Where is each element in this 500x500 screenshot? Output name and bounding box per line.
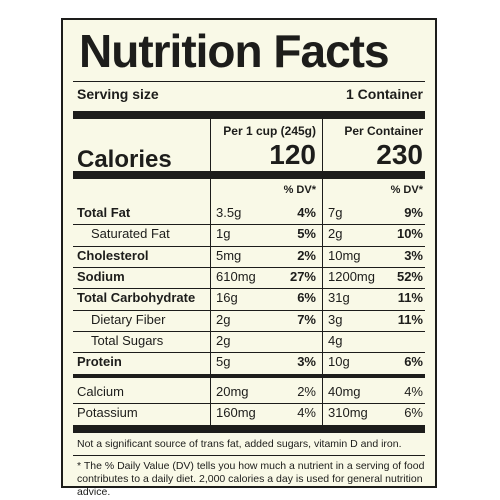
nutrient-name: Total Sugars bbox=[91, 332, 164, 348]
calories-per-container: 230 bbox=[376, 139, 423, 170]
amount-per-container: 3g bbox=[328, 311, 343, 327]
amount-per-cup: 20mg bbox=[216, 384, 249, 399]
row-divider bbox=[73, 245, 425, 247]
dv-per-cup: 2% bbox=[297, 384, 316, 399]
dv-per-cup: 3% bbox=[297, 354, 316, 370]
per-container-header: Per Container bbox=[344, 124, 423, 138]
thick-divider bbox=[73, 171, 425, 179]
amount-per-cup: 5g bbox=[216, 354, 231, 370]
dv-per-cup: 4% bbox=[297, 205, 316, 220]
dv-header-per-cup: % DV* bbox=[283, 184, 316, 196]
nutrition-facts-label: Nutrition Facts Serving size 1 Container… bbox=[61, 18, 437, 498]
row-divider bbox=[73, 288, 425, 290]
medium-divider bbox=[73, 374, 425, 378]
dv-per-container: 9% bbox=[404, 205, 423, 220]
calories-per-cup: 120 bbox=[269, 139, 316, 170]
divider bbox=[73, 81, 425, 82]
amount-per-container: 310mg bbox=[328, 405, 368, 420]
row-divider bbox=[73, 352, 425, 354]
dv-per-container: 6% bbox=[404, 354, 423, 370]
row-divider bbox=[73, 224, 425, 226]
column-divider bbox=[322, 119, 323, 432]
nutrient-name: Sodium bbox=[77, 268, 125, 284]
dv-per-container: 11% bbox=[397, 311, 423, 327]
amount-per-cup: 1g bbox=[216, 226, 231, 242]
dv-per-container: 52% bbox=[396, 268, 423, 284]
dv-per-container: 6% bbox=[404, 405, 423, 420]
row-divider bbox=[73, 330, 425, 332]
amount-per-container: 10g bbox=[328, 354, 350, 370]
not-significant-note: Not a significant source of trans fat, a… bbox=[77, 438, 402, 450]
nutrient-name: Protein bbox=[77, 354, 122, 370]
serving-size-value: 1 Container bbox=[345, 86, 423, 102]
dv-per-cup: 6% bbox=[297, 290, 316, 306]
amount-per-container: 7g bbox=[328, 205, 343, 220]
dv-per-container: 3% bbox=[404, 247, 423, 263]
nutrient-name: Dietary Fiber bbox=[91, 311, 166, 327]
dv-per-cup: 27% bbox=[289, 268, 316, 284]
label-title: Nutrition Facts bbox=[79, 25, 390, 77]
amount-per-container: 1200mg bbox=[328, 268, 375, 284]
nutrient-name: Total Fat bbox=[77, 205, 131, 220]
amount-per-container: 2g bbox=[328, 226, 343, 242]
thick-divider bbox=[73, 425, 425, 433]
dv-per-container: 4% bbox=[404, 384, 423, 399]
per-cup-header: Per 1 cup (245g) bbox=[223, 124, 316, 138]
dv-per-cup: 4% bbox=[297, 405, 316, 420]
row-divider bbox=[73, 266, 425, 268]
row-divider bbox=[73, 403, 425, 404]
amount-per-cup: 16g bbox=[216, 290, 238, 306]
nutrient-name: Calcium bbox=[77, 384, 124, 399]
dv-per-cup: 2% bbox=[297, 247, 316, 263]
amount-per-cup: 5mg bbox=[216, 247, 242, 263]
amount-per-cup: 3.5g bbox=[216, 205, 242, 220]
dv-per-cup: 5% bbox=[297, 226, 316, 242]
amount-per-cup: 160mg bbox=[216, 405, 256, 420]
amount-per-container: 4g bbox=[328, 332, 343, 348]
amount-per-container: 40mg bbox=[328, 384, 361, 399]
amount-per-cup: 610mg bbox=[216, 268, 256, 284]
thick-divider bbox=[73, 111, 425, 119]
row-divider bbox=[73, 309, 425, 311]
daily-value-footnote: * The % Daily Value (DV) tells you how m… bbox=[77, 460, 425, 499]
dv-per-cup: 7% bbox=[297, 311, 316, 327]
serving-size-label: Serving size bbox=[77, 86, 159, 102]
amount-per-cup: 2g bbox=[216, 332, 231, 348]
column-divider bbox=[210, 119, 211, 432]
amount-per-container: 10mg bbox=[328, 247, 361, 263]
amount-per-cup: 2g bbox=[216, 311, 231, 327]
nutrient-name: Potassium bbox=[77, 405, 138, 420]
nutrient-name: Saturated Fat bbox=[91, 226, 170, 242]
dv-per-container: 10% bbox=[396, 226, 423, 242]
divider bbox=[73, 455, 425, 456]
nutrient-name: Cholesterol bbox=[77, 247, 149, 263]
calories-label: Calories bbox=[77, 146, 172, 173]
nutrient-name: Total Carbohydrate bbox=[77, 290, 196, 306]
dv-per-container: 11% bbox=[397, 290, 423, 306]
amount-per-container: 31g bbox=[328, 290, 350, 306]
dv-header-per-container: % DV* bbox=[390, 184, 423, 196]
